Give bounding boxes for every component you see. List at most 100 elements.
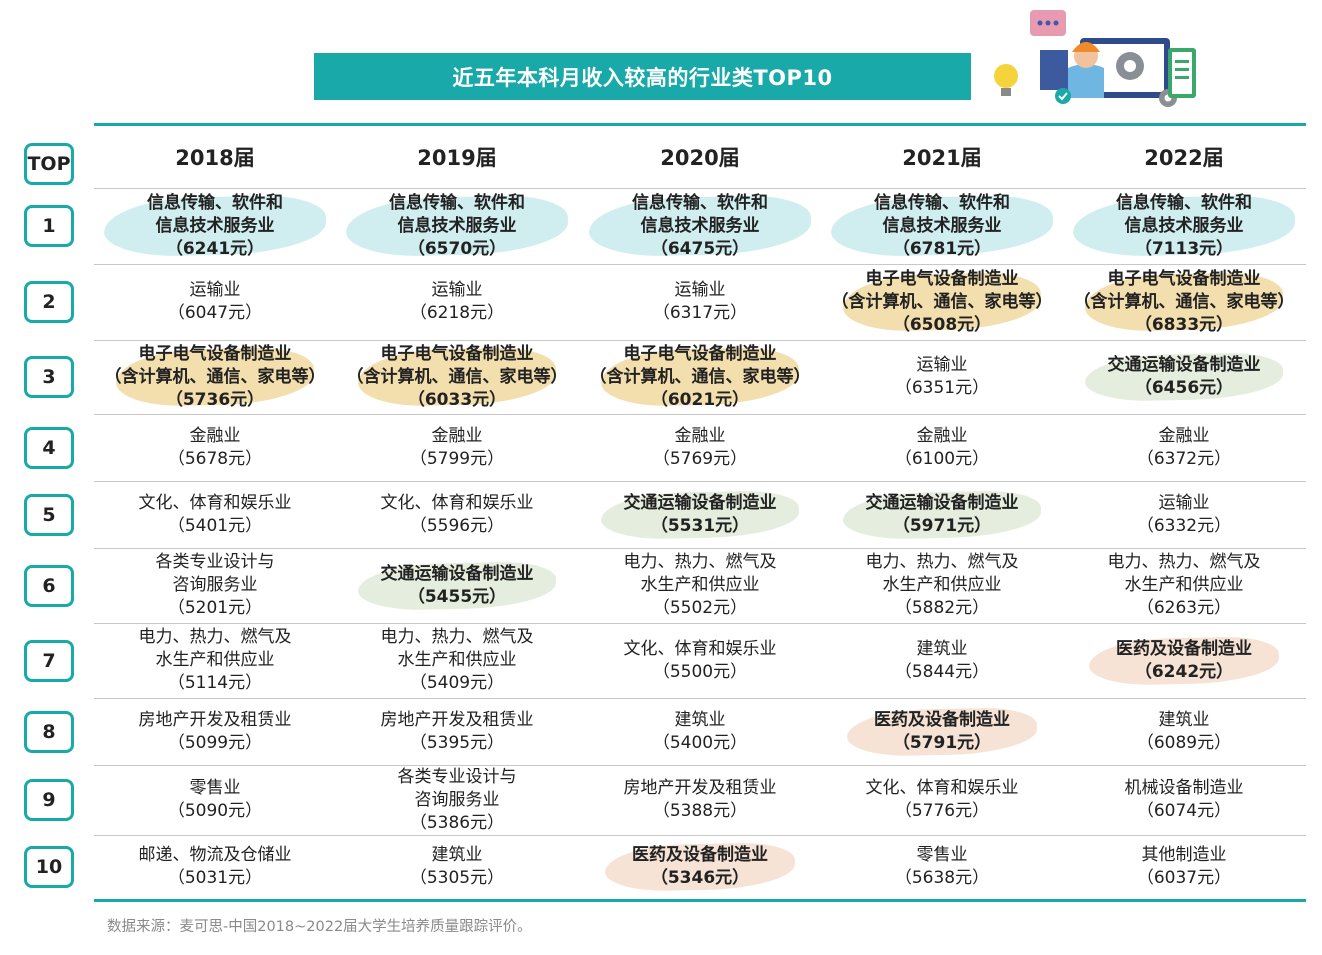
cell-text-line: 房地产开发及租赁业	[138, 709, 292, 730]
cell-text-line: （5971元）	[892, 515, 992, 536]
lightbulb-icon	[994, 64, 1018, 96]
rank-badge: 10	[24, 846, 74, 888]
cell-text-line: （5882元）	[894, 598, 990, 618]
table-cell: 房地产开发及租赁业 （5099元）	[94, 698, 336, 765]
cell-text-line: 信息技术服务业	[397, 215, 517, 236]
cell-text-line: （5114元）	[167, 673, 263, 693]
table-cell: 交通运输设备制造业 （6456元）	[1063, 340, 1305, 414]
cell-text-line: （含计算机、通信、家电等）	[346, 366, 568, 387]
table-cell: 金融业 （6372元）	[1063, 414, 1305, 481]
table-cell: 电子电气设备制造业 （含计算机、通信、家电等） （6833元）	[1063, 264, 1305, 340]
table-bottom-rule	[94, 899, 1306, 902]
table-cell: 文化、体育和娱乐业 （5776元）	[821, 765, 1063, 835]
rank-badge: 8	[24, 710, 74, 753]
row-divider	[94, 264, 1306, 265]
table-cell: 交通运输设备制造业 （5971元）	[821, 481, 1063, 548]
table-cell: 医药及设备制造业 （5791元）	[821, 698, 1063, 765]
cell-text-line: 水生产和供应业	[397, 650, 517, 670]
cell-text-line: 文化、体育和娱乐业	[380, 492, 534, 513]
year-header: 2020届	[660, 145, 740, 170]
cell-text-line: 电力、热力、燃气及	[380, 627, 534, 647]
table-cell: 电子电气设备制造业 （含计算机、通信、家电等） （6021元）	[579, 340, 821, 414]
table-cell: 运输业 （6317元）	[579, 264, 821, 340]
cell-text-line: 水生产和供应业	[155, 650, 275, 670]
cell-text-line: 运输业	[431, 280, 483, 300]
cell-text-line: 运输业	[189, 280, 241, 300]
cell-text-line: （6218元）	[409, 303, 505, 323]
cell-text-line: 电子电气设备制造业	[865, 268, 1019, 289]
cell-text-line: （5031元）	[167, 868, 263, 888]
cell-text-line: （含计算机、通信、家电等）	[831, 291, 1053, 312]
table-cell: 医药及设备制造业 （5346元）	[579, 835, 821, 899]
cell-text-line: （5844元）	[894, 661, 990, 682]
cell-text-line: （6570元）	[407, 238, 507, 259]
table-cell: 运输业 （6047元）	[94, 264, 336, 340]
page-title: 近五年本科月收入较高的行业类TOP10	[314, 53, 971, 100]
chat-bubble-icon	[1030, 10, 1066, 36]
cell-text-line: 建筑业	[1158, 709, 1210, 730]
cell-text-line: 交通运输设备制造业	[865, 492, 1019, 513]
table-cell: 信息传输、软件和 信息技术服务业 （6475元）	[579, 188, 821, 264]
table-cell: 文化、体育和娱乐业 （5596元）	[336, 481, 578, 548]
cell-text-line: （5201元）	[167, 598, 263, 618]
cell-text-line: 信息传输、软件和	[389, 192, 525, 213]
cell-text-line: 电子电气设备制造业	[380, 343, 534, 364]
table-cell: 各类专业设计与 咨询服务业 （5201元）	[94, 548, 336, 623]
cell-text-line: 建筑业	[674, 709, 726, 730]
rank-badge: 6	[24, 564, 74, 607]
table-cell: 电力、热力、燃气及 水生产和供应业 （5882元）	[821, 548, 1063, 623]
cell-text-line: 零售业	[916, 845, 968, 865]
rank-badge: 4	[24, 426, 74, 469]
table-cell: 运输业 （6332元）	[1063, 481, 1305, 548]
cell-text-line: 交通运输设备制造业	[1107, 355, 1261, 375]
cell-text-line: （5791元）	[892, 732, 992, 753]
cell-text-line: 电力、热力、燃气及	[623, 552, 777, 572]
cell-text-line: （6781元）	[892, 238, 992, 259]
table-cell: 金融业 （6100元）	[821, 414, 1063, 481]
cell-text-line: 文化、体育和娱乐业	[623, 638, 777, 659]
table-cell: 交通运输设备制造业 （5531元）	[579, 481, 821, 548]
cell-text-line: （5395元）	[409, 732, 505, 753]
cell-text-line: 运输业	[916, 355, 968, 375]
cell-text-line: 电子电气设备制造业	[138, 343, 292, 364]
cell-text-line: （6351元）	[894, 378, 990, 398]
cell-text-line: （5401元）	[167, 515, 263, 536]
table-cell: 房地产开发及租赁业 （5388元）	[579, 765, 821, 835]
cell-text-line: （5409元）	[409, 673, 505, 693]
row-divider	[94, 548, 1306, 549]
cell-text-line: 信息技术服务业	[155, 215, 275, 236]
cell-text-line: （含计算机、通信、家电等）	[104, 366, 326, 387]
cell-text-line: （含计算机、通信、家电等）	[589, 366, 811, 387]
cell-text-line: 信息技术服务业	[1124, 215, 1244, 236]
table-cell: 电力、热力、燃气及 水生产和供应业 （5409元）	[336, 623, 578, 698]
cell-text-line: （7113元）	[1134, 238, 1234, 259]
cell-text-line: （5305元）	[409, 868, 505, 888]
cell-text-line: （6475元）	[650, 238, 750, 259]
table-cell: 房地产开发及租赁业 （5395元）	[336, 698, 578, 765]
cell-text-line: 金融业	[431, 425, 483, 446]
year-header: 2021届	[902, 145, 982, 170]
cell-text-line: 各类专业设计与	[155, 552, 275, 572]
cell-text-line: 信息传输、软件和	[147, 192, 283, 213]
cell-text-line: 交通运输设备制造业	[623, 492, 777, 513]
cell-text-line: （6089元）	[1136, 732, 1232, 753]
year-header: 2019届	[417, 145, 497, 170]
cell-text-line: 机械设备制造业	[1124, 778, 1244, 798]
cell-text-line: （6508元）	[892, 314, 992, 335]
cell-text-line: 信息技术服务业	[882, 215, 1002, 236]
table-cell: 其他制造业 （6037元）	[1063, 835, 1305, 899]
cell-text-line: 信息传输、软件和	[632, 192, 768, 213]
cell-text-line: 金融业	[189, 425, 241, 446]
cell-text-line: （6074元）	[1136, 801, 1232, 821]
cell-text-line: 水生产和供应业	[640, 575, 760, 595]
table-cell: 金融业 （5769元）	[579, 414, 821, 481]
cell-text-line: 信息传输、软件和	[1116, 192, 1252, 213]
top-label-badge: TOP	[24, 143, 74, 185]
table-cell: 建筑业 （6089元）	[1063, 698, 1305, 765]
table-cell: 电子电气设备制造业 （含计算机、通信、家电等） （6508元）	[821, 264, 1063, 340]
worker-avatar-icon	[1068, 42, 1104, 98]
cell-text-line: 电力、热力、燃气及	[138, 627, 292, 647]
table-cell: 电子电气设备制造业 （含计算机、通信、家电等） （6033元）	[336, 340, 578, 414]
cell-text-line: 交通运输设备制造业	[380, 563, 534, 584]
table-cell: 交通运输设备制造业 （5455元）	[336, 548, 578, 623]
